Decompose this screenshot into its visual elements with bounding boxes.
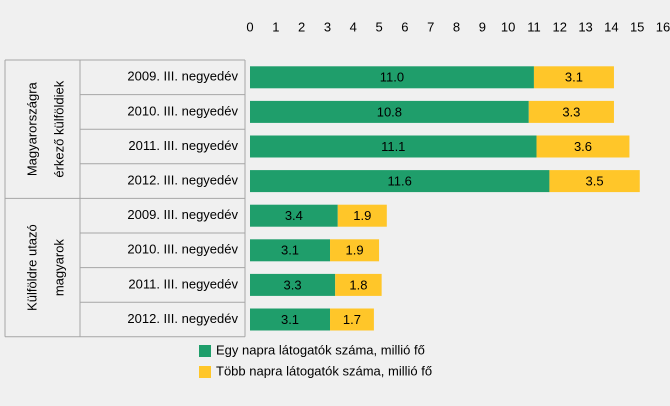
x-tick-label: 6: [401, 19, 408, 34]
bar-segment: [330, 239, 380, 262]
category-label: 2010. III. negyedév: [127, 242, 238, 257]
legend-label: Egy napra látogatók száma, millió fő: [216, 342, 425, 357]
value-label: 3.3: [284, 277, 302, 292]
x-tick-label: 11: [527, 19, 541, 34]
bar-segment: [536, 135, 630, 158]
value-label: 11.1: [381, 139, 405, 154]
x-tick-label: 8: [453, 19, 460, 34]
bar-segment: [533, 66, 614, 89]
bar-segment: [250, 170, 550, 193]
value-label: 11.0: [380, 70, 404, 85]
x-tick-label: 16: [656, 19, 670, 34]
value-label: 10.8: [377, 104, 402, 119]
legend-swatch: [199, 366, 211, 378]
value-label: 3.1: [565, 70, 583, 85]
category-label: 2012. III. negyedév: [127, 173, 238, 188]
x-tick-label: 14: [604, 19, 618, 34]
bar-segment: [250, 66, 534, 89]
group-label: Külföldre utazó: [24, 224, 39, 311]
value-label: 3.6: [574, 139, 592, 154]
x-tick-label: 5: [375, 19, 382, 34]
category-label: 2011. III. negyedév: [128, 276, 238, 291]
x-tick-label: 2: [298, 19, 305, 34]
x-tick-label: 13: [578, 19, 592, 34]
x-tick-label: 10: [501, 19, 515, 34]
value-label: 3.5: [586, 174, 604, 189]
value-label: 3.4: [285, 208, 303, 223]
value-label: 1.9: [353, 208, 371, 223]
bar-segment: [330, 308, 374, 331]
bar-segment: [337, 204, 387, 227]
bar-segment: [250, 135, 537, 158]
bar-segment: [335, 273, 382, 296]
value-label: 3.1: [281, 312, 299, 327]
group-label: magyarok: [51, 239, 66, 297]
bar-segment: [250, 100, 529, 123]
value-label: 11.6: [388, 174, 412, 189]
category-label: 2009. III. negyedév: [127, 207, 238, 222]
bar-segment: [250, 273, 336, 296]
category-label: 2011. III. negyedév: [128, 138, 238, 153]
legend-swatch: [199, 345, 211, 357]
category-label: 2009. III. negyedév: [127, 69, 238, 84]
value-label: 1.7: [343, 312, 361, 327]
x-tick-label: 4: [350, 19, 357, 34]
value-label: 1.9: [346, 243, 364, 258]
value-label: 3.3: [562, 104, 580, 119]
bar-segment: [528, 100, 614, 123]
x-tick-label: 12: [553, 19, 567, 34]
x-tick-label: 3: [324, 19, 331, 34]
group-label: Magyarországra: [24, 81, 39, 176]
bar-segment: [250, 308, 331, 331]
value-label: 3.1: [281, 243, 299, 258]
category-label: 2012. III. negyedév: [127, 311, 238, 326]
group-label: érkező külföldiek: [51, 80, 66, 177]
category-label: 2010. III. negyedév: [127, 103, 238, 118]
x-tick-label: 0: [246, 19, 253, 34]
x-tick-label: 1: [272, 19, 279, 34]
legend-label: Több napra látogatók száma, millió fő: [216, 363, 432, 378]
x-tick-label: 7: [427, 19, 434, 34]
bar-segment: [250, 204, 338, 227]
x-tick-label: 15: [630, 19, 644, 34]
x-tick-label: 9: [479, 19, 486, 34]
bar-segment: [250, 239, 331, 262]
bar-segment: [549, 170, 640, 193]
value-label: 1.8: [349, 277, 367, 292]
